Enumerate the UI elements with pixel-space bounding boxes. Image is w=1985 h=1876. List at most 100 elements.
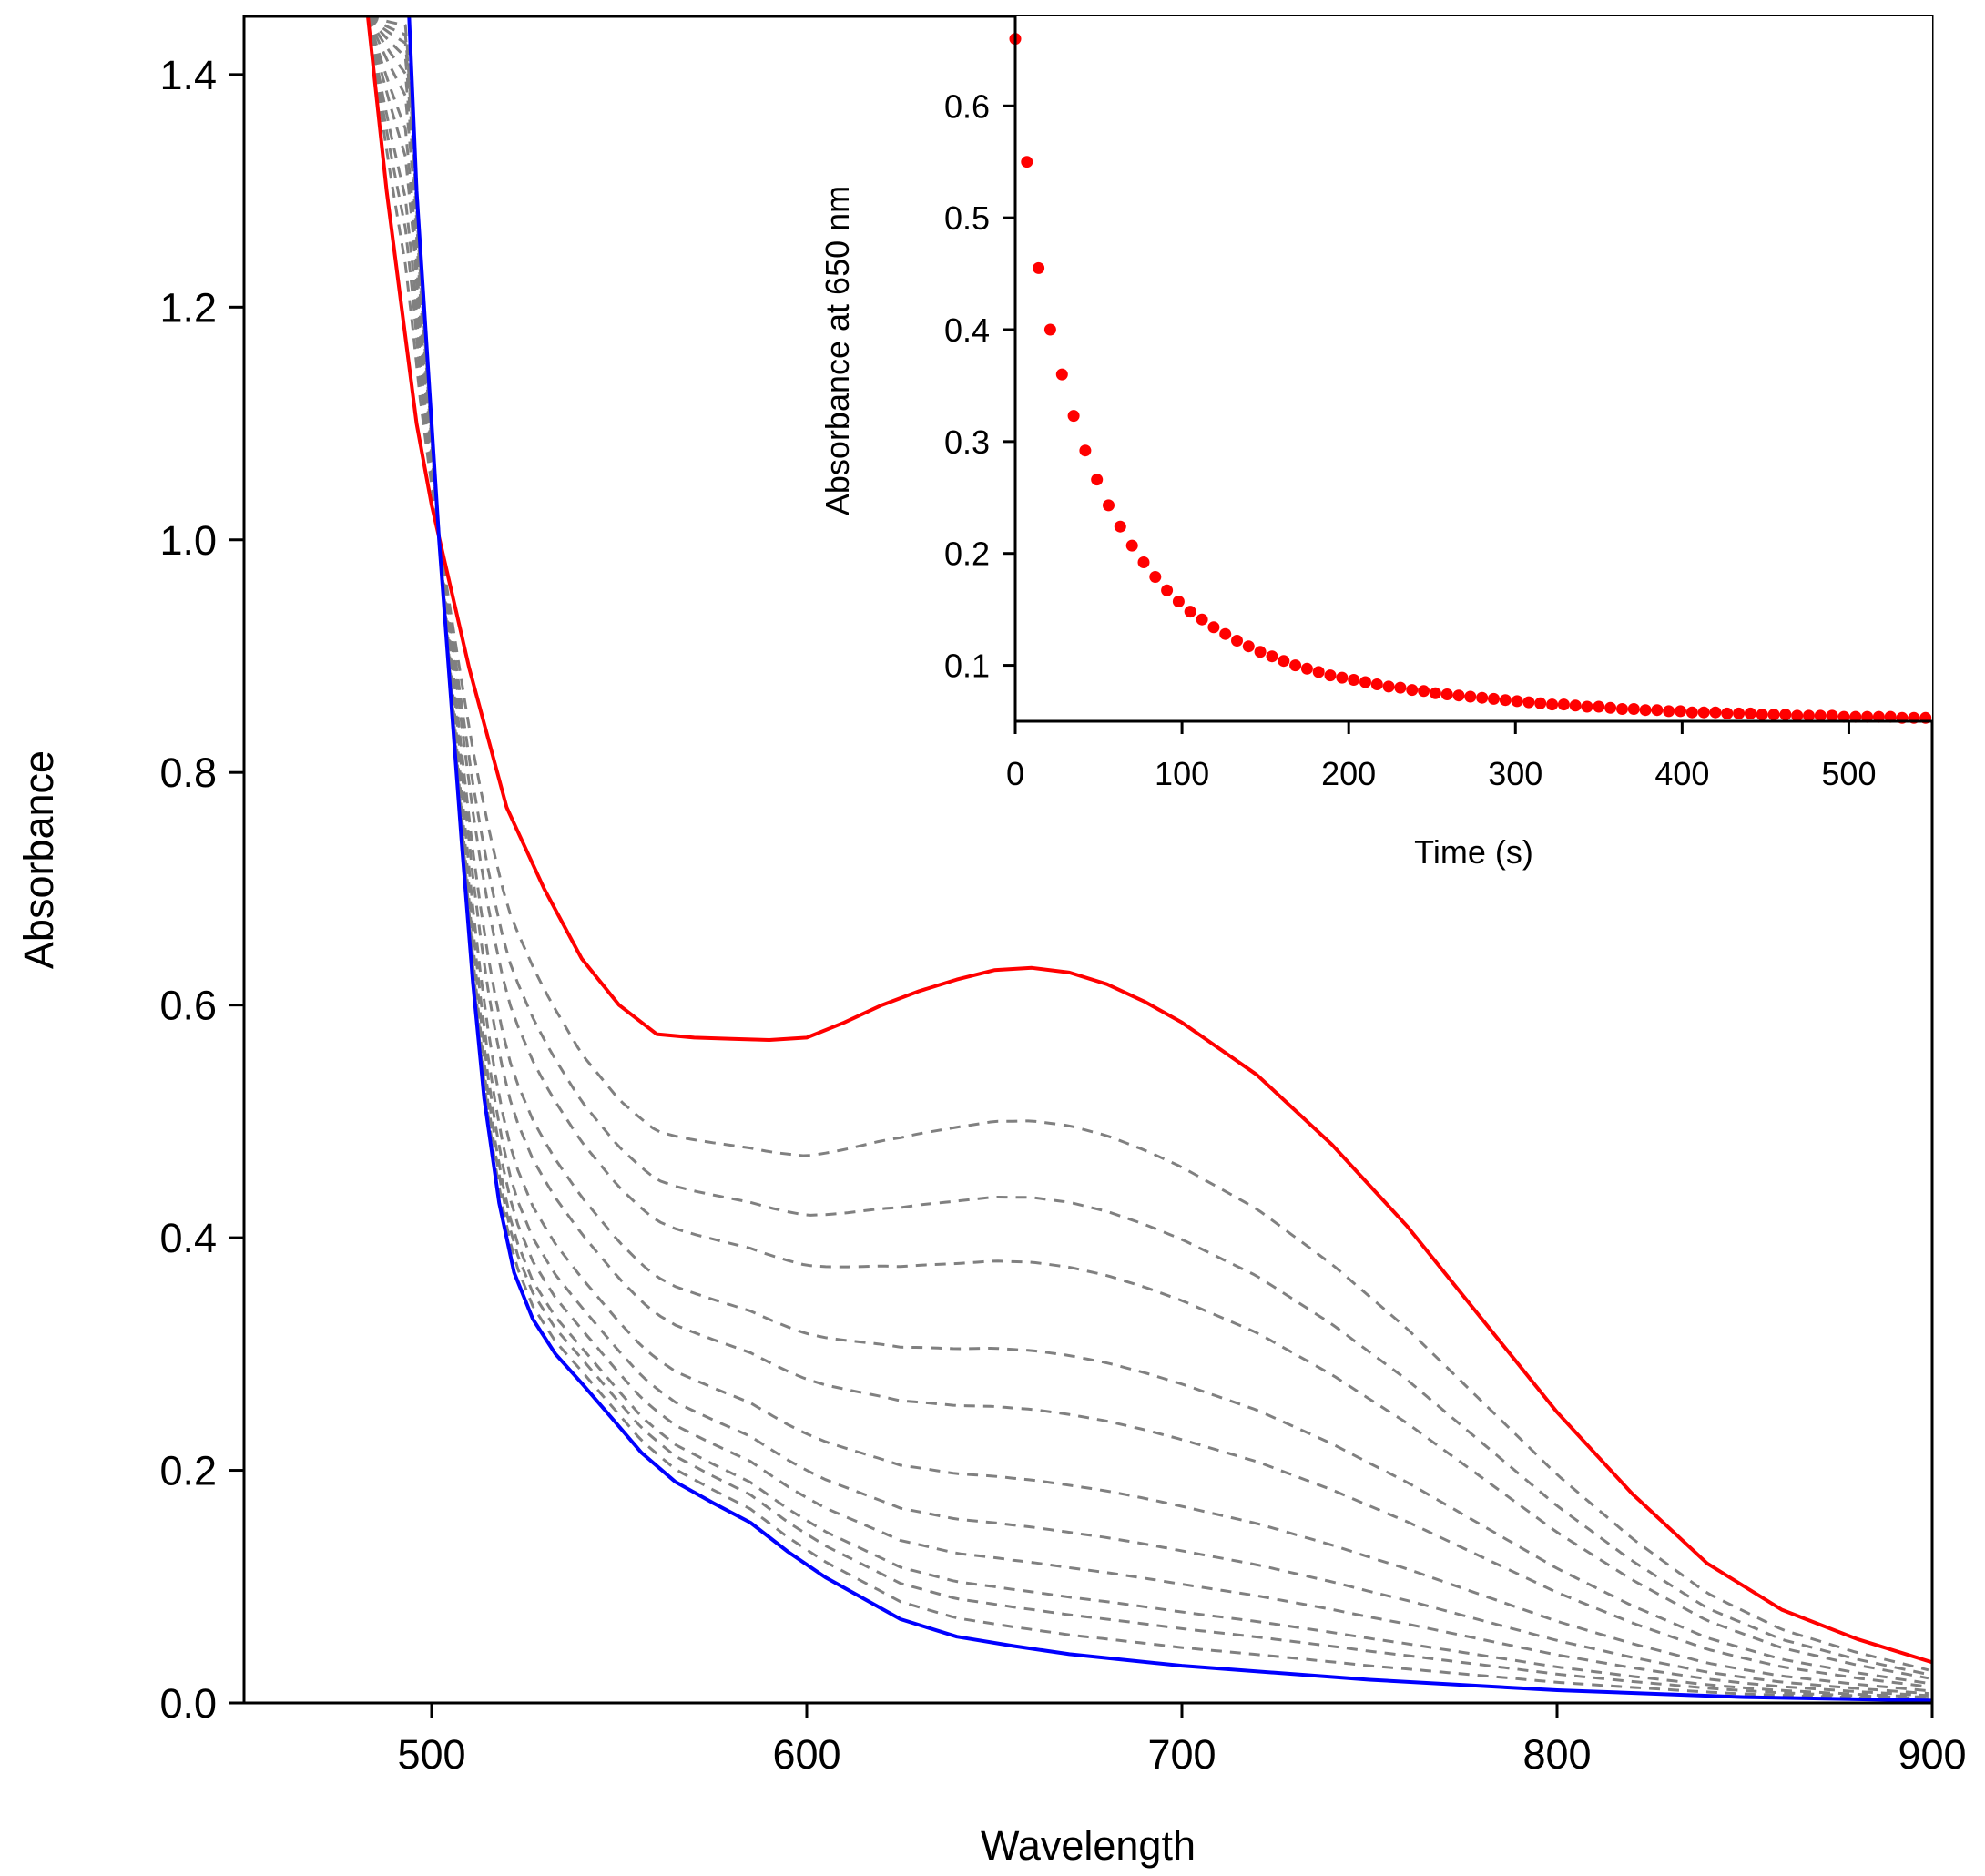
- y-tick-label: 1.0: [159, 517, 217, 564]
- inset-data-point: [1685, 706, 1698, 719]
- inset-data-point: [1721, 707, 1734, 719]
- inset-data-point: [1557, 698, 1570, 711]
- inset-data-point: [1278, 655, 1290, 668]
- inset-data-point: [1675, 705, 1686, 718]
- inset-data-point: [1370, 678, 1383, 690]
- intermediate-spectrum-9: [367, 16, 1929, 1699]
- inset-points: [1009, 33, 1932, 724]
- y-tick-label: 0.4: [159, 1215, 217, 1261]
- inset-data-point: [1033, 261, 1045, 274]
- inset-data-point: [1382, 680, 1395, 693]
- inset-data-point: [1814, 709, 1827, 722]
- inset-data-point: [1697, 706, 1710, 719]
- inset-data-point: [1125, 539, 1138, 552]
- inset-y-tick-label: 0.5: [944, 199, 990, 237]
- inset-data-point: [1161, 584, 1174, 596]
- inset-data-point: [1826, 709, 1838, 722]
- inset-data-point: [1511, 695, 1523, 708]
- y-tick-label: 0.8: [159, 749, 217, 796]
- inset-data-point: [1744, 707, 1756, 719]
- inset-data-point: [1406, 684, 1419, 697]
- inset-data-point: [1452, 689, 1465, 702]
- inset-x-tick-label: 200: [1321, 755, 1376, 792]
- inset-data-point: [1348, 674, 1360, 686]
- y-axis-title: Absorbance: [15, 750, 62, 969]
- final-spectrum: [407, 16, 1932, 1703]
- inset-y-tick-label: 0.6: [944, 87, 990, 125]
- intermediate-spectrum-4: [366, 16, 1929, 1685]
- intermediate-spectrum-10: [367, 16, 1929, 1700]
- intermediate-spectrum-11: [367, 16, 1929, 1701]
- initial-spectrum: [366, 16, 1932, 1665]
- intermediate-spectrum-2: [366, 16, 1929, 1677]
- main-curves: [366, 16, 1932, 1703]
- inset-y-tick-label: 0.4: [944, 311, 990, 349]
- inset-data-point: [1756, 709, 1768, 721]
- inset-data-point: [1440, 688, 1453, 700]
- inset-data-point: [1627, 703, 1640, 715]
- inset-data-point: [1522, 696, 1535, 709]
- inset-data-point: [1137, 556, 1150, 568]
- inset-data-point: [1300, 662, 1313, 675]
- inset-data-point: [1079, 444, 1092, 457]
- inset-data-point: [1219, 627, 1232, 640]
- inset-data-point: [1499, 694, 1512, 707]
- inset-data-point: [1394, 681, 1407, 694]
- x-axis-title: Wavelength: [981, 1822, 1196, 1869]
- inset-data-point: [1639, 704, 1652, 717]
- inset-data-point: [1837, 710, 1850, 723]
- inset-y-axis-title: Absorbance at 650 nm: [819, 186, 856, 515]
- inset-data-point: [1091, 474, 1104, 486]
- x-tick-label: 900: [1898, 1731, 1966, 1778]
- intermediate-spectrum-6: [366, 16, 1929, 1693]
- inset-data-point: [1207, 621, 1220, 634]
- intermediate-spectrum-1: [366, 16, 1929, 1672]
- intermediate-spectrum-3: [366, 16, 1929, 1680]
- inset-data-point: [1172, 596, 1185, 607]
- y-tick-label: 0.0: [159, 1680, 217, 1727]
- inset-data-point: [1336, 671, 1349, 684]
- inset-data-point: [1067, 410, 1080, 423]
- inset-data-point: [1569, 699, 1582, 712]
- inset-data-point: [1581, 700, 1593, 713]
- inset-data-point: [1324, 669, 1337, 682]
- inset-data-point: [1651, 704, 1664, 717]
- inset-data-point: [1043, 323, 1056, 336]
- inset-data-point: [1114, 520, 1126, 533]
- inset-y-tick-label: 0.3: [944, 423, 990, 461]
- y-tick-label: 0.2: [159, 1448, 217, 1494]
- inset-data-point: [1429, 687, 1441, 699]
- x-tick-label: 500: [397, 1731, 465, 1778]
- inset-data-point: [1242, 640, 1255, 653]
- inset-data-point: [1779, 709, 1792, 721]
- inset-data-point: [1464, 690, 1477, 703]
- inset-data-point: [1709, 706, 1722, 719]
- inset-data-point: [1289, 659, 1302, 672]
- inset-data-point: [1149, 571, 1162, 583]
- inset-y-tick-label: 0.2: [944, 535, 990, 573]
- inset-data-point: [1616, 703, 1628, 715]
- inset-x-tick-label: 100: [1155, 755, 1209, 792]
- inset-data-point: [1849, 710, 1862, 723]
- inset-x-tick-label: 400: [1654, 755, 1709, 792]
- y-tick-label: 1.2: [159, 284, 217, 331]
- inset-data-point: [1103, 499, 1115, 512]
- inset-data-point: [1184, 606, 1196, 618]
- inset-data-point: [1254, 646, 1267, 658]
- inset-data-point: [1231, 635, 1243, 647]
- inset-data-point: [1593, 700, 1605, 713]
- x-tick-label: 800: [1522, 1731, 1591, 1778]
- inset-data-point: [1663, 705, 1675, 718]
- inset-data-point: [1861, 710, 1874, 723]
- inset-data-point: [1733, 707, 1746, 719]
- inset-data-point: [1055, 368, 1068, 381]
- inset-data-point: [1476, 691, 1489, 704]
- inset-data-point: [1534, 697, 1547, 709]
- inset-data-point: [1266, 650, 1278, 663]
- inset-data-point: [1359, 676, 1371, 688]
- inset-background: [1015, 16, 1932, 721]
- inset-data-point: [1767, 709, 1780, 721]
- inset-data-point: [1546, 698, 1559, 711]
- inset-data-point: [1021, 156, 1033, 168]
